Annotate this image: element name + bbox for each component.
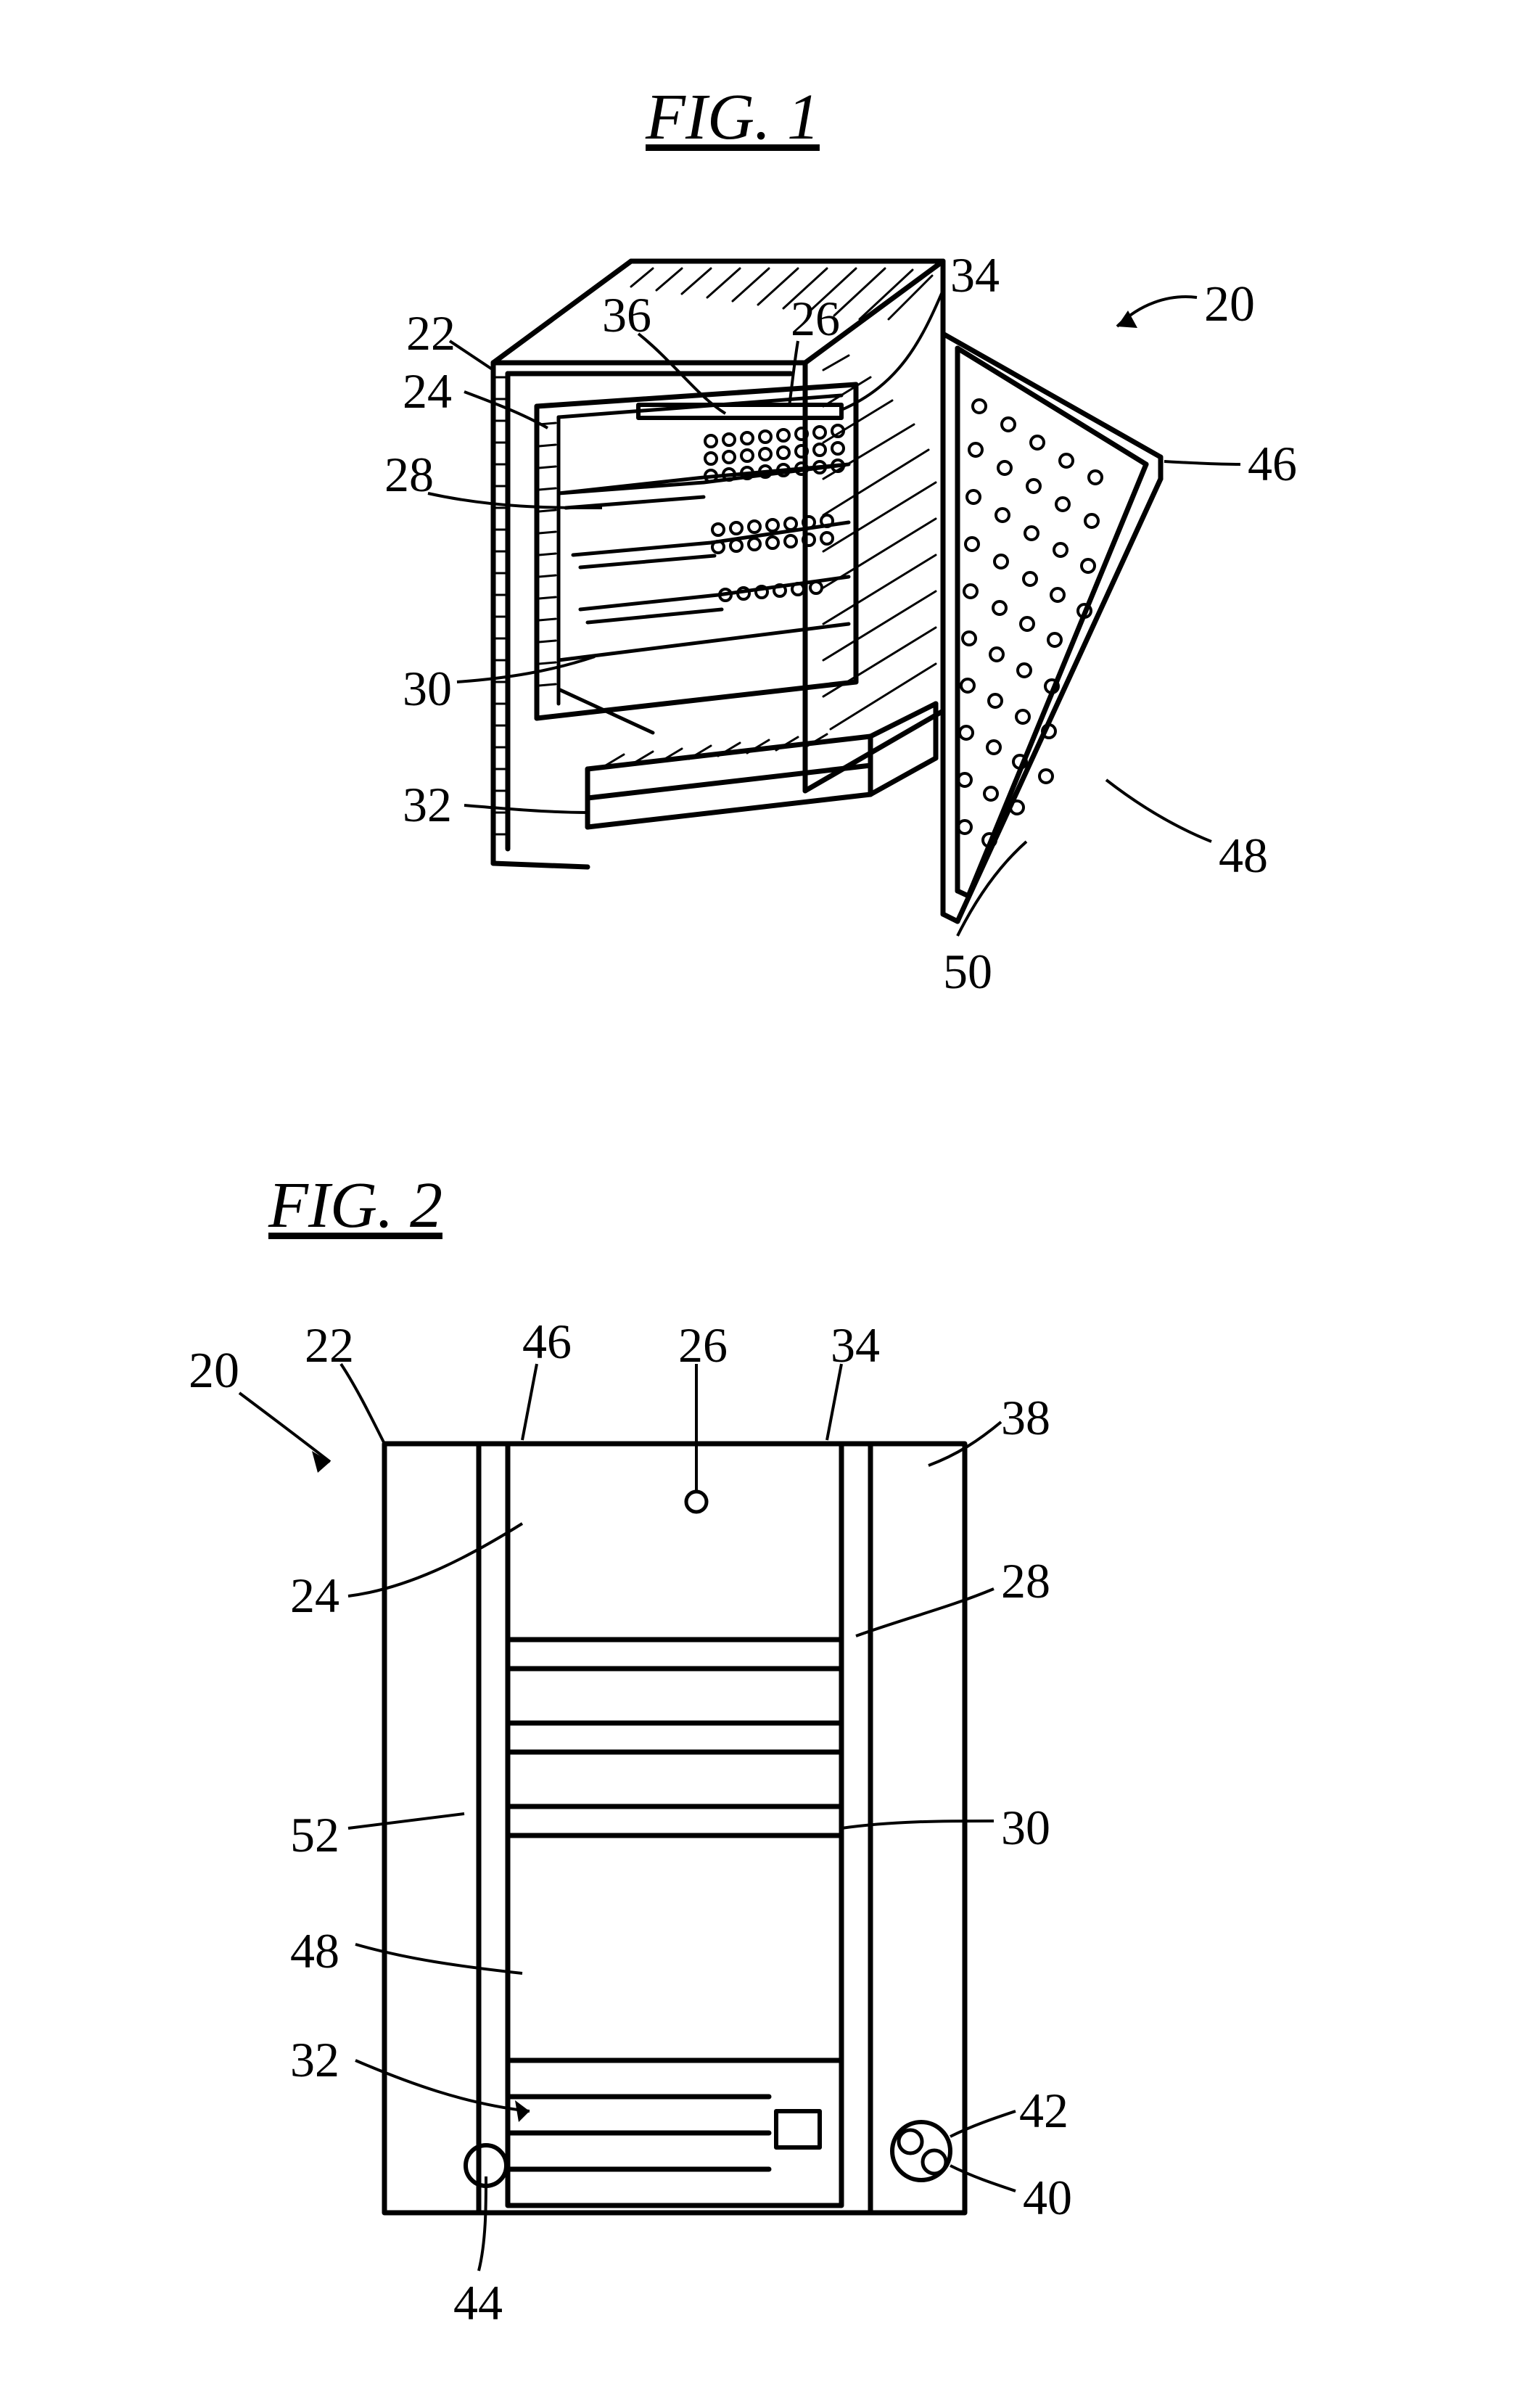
fig1-ref-26: 26	[791, 290, 840, 348]
fig1-title: FIG. 1	[646, 80, 820, 155]
fig1-ref-30: 30	[403, 660, 452, 718]
fig2-ref-46: 46	[522, 1313, 572, 1370]
fig1-ref-36: 36	[602, 287, 651, 344]
fig2-ref-32: 32	[290, 2031, 339, 2089]
fig1-ref-22: 22	[406, 305, 456, 362]
fig2-ref-24: 24	[290, 1567, 339, 1624]
fig2-ref-28: 28	[1001, 1553, 1050, 1610]
fig2-title: FIG. 2	[268, 1168, 442, 1243]
fig2-ref-30: 30	[1001, 1799, 1050, 1857]
fig2-ref-44: 44	[453, 2274, 503, 2332]
fig1-ref-48: 48	[1219, 827, 1268, 884]
fig2-ref-20: 20	[189, 1342, 239, 1400]
fig2-ref-22: 22	[305, 1317, 354, 1374]
fig2-ref-34: 34	[831, 1317, 880, 1374]
fig2-ref-26: 26	[678, 1317, 728, 1374]
fig1-ref-32: 32	[403, 776, 452, 834]
fig2-ref-52: 52	[290, 1806, 339, 1864]
fig2-ref-38: 38	[1001, 1389, 1050, 1447]
fig2-ref-48: 48	[290, 1923, 339, 1980]
fig2-ref-40: 40	[1023, 2169, 1072, 2227]
fig1-ref-24: 24	[403, 363, 452, 420]
fig1-ref-34: 34	[950, 247, 1000, 304]
fig1-ref-50: 50	[943, 943, 992, 1000]
fig1-ref-46: 46	[1248, 435, 1297, 493]
fig1-ref-20: 20	[1204, 276, 1255, 334]
fig2-ref-42: 42	[1019, 2082, 1068, 2139]
fig1-ref-28: 28	[384, 446, 434, 503]
